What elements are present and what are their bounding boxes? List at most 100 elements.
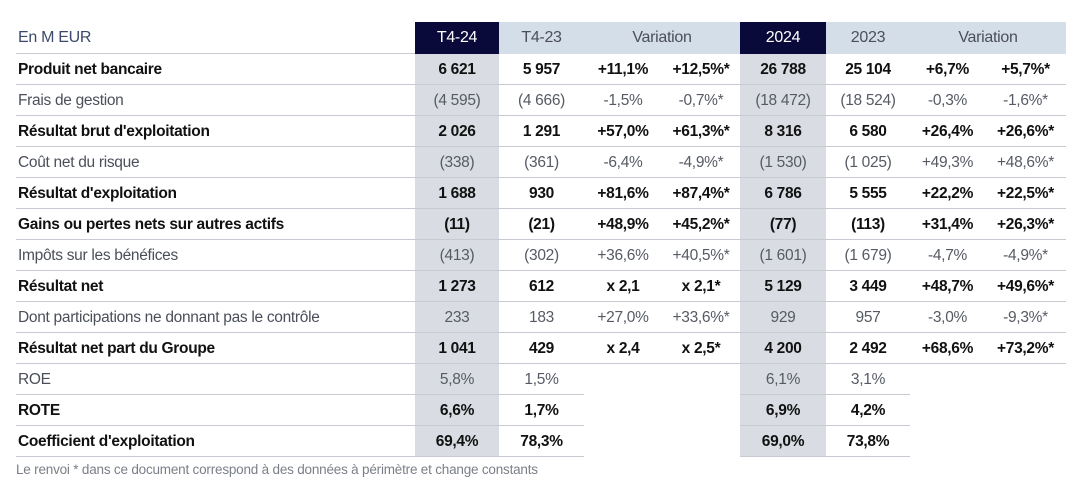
value-q4-2023: 1 291: [522, 122, 561, 140]
value-2023: 957: [855, 308, 881, 326]
variation-year: +31,4%: [921, 215, 974, 233]
value-q4-2024: 5,8%: [415, 364, 499, 395]
variation-quarter-constant: +33,6%*: [672, 308, 730, 326]
ratio-row: Coefficient d'exploitation 69,4% 78,3% 69,0…: [16, 426, 1066, 457]
variation-quarter: +48,9%: [597, 215, 649, 233]
footnote: Le renvoi * dans ce document correspond …: [16, 462, 538, 477]
value-2023: (1 679): [844, 246, 892, 264]
value-q4-2023: (21): [528, 215, 555, 233]
value-2024: 5 129: [740, 271, 826, 302]
row-label: Frais de gestion: [18, 91, 124, 109]
variation-quarter: +81,6%: [597, 184, 649, 202]
value-2024: (1 601): [740, 240, 826, 271]
value-q4-2023: 612: [529, 277, 554, 295]
empty-cell: [662, 426, 740, 457]
value-2023: 3,1%: [850, 370, 886, 388]
empty-cell: [662, 364, 740, 395]
variation-year-constant: -9,3%*: [1003, 308, 1048, 326]
value-q4-2023: 78,3%: [520, 432, 563, 450]
variation-quarter: -6,4%: [603, 153, 643, 171]
value-q4-2023: (361): [524, 153, 559, 171]
row-divider: [16, 239, 1066, 240]
row-label: Produit net bancaire: [18, 60, 162, 78]
value-2024: 4 200: [740, 333, 826, 364]
value-2023: 5 555: [849, 184, 887, 202]
table-row: Résultat net part du Groupe 1 041 429 x 2,4…: [16, 333, 1066, 364]
variation-quarter-constant: x 2,1*: [681, 277, 721, 295]
table-row: Résultat brut d'exploitation 2 026 1 291 +5…: [16, 116, 1066, 147]
variation-year-constant: -4,9%*: [1003, 246, 1048, 264]
value-2024: 6,1%: [740, 364, 826, 395]
value-q4-2024: (338): [415, 147, 499, 178]
variation-quarter: -1,5%: [603, 91, 643, 109]
value-q4-2024: 1 041: [415, 333, 499, 364]
row-label: ROTE: [18, 401, 60, 419]
value-q4-2024: (413): [415, 240, 499, 271]
variation-quarter: +57,0%: [597, 122, 649, 140]
value-2024: (18 472): [740, 85, 826, 116]
row-divider: [740, 425, 910, 426]
row-divider: [16, 270, 1066, 271]
table-row: Résultat d'exploitation 1 688 930 +81,6% +87…: [16, 178, 1066, 209]
variation-year: +6,7%: [926, 60, 969, 78]
value-q4-2023: 1,7%: [524, 401, 559, 419]
row-divider: [16, 53, 415, 54]
value-2024: 929: [740, 302, 826, 333]
value-q4-2023: 183: [529, 308, 554, 326]
row-divider: [16, 363, 1066, 364]
value-2024: 69,0%: [740, 426, 826, 457]
value-2024: 6 786: [740, 178, 826, 209]
row-divider: [16, 394, 584, 395]
variation-year: +26,4%: [921, 122, 974, 140]
row-label: Coût net du risque: [18, 153, 140, 171]
col-header-q4-2023: T4-23: [499, 22, 584, 54]
row-label: Résultat d'exploitation: [18, 184, 177, 202]
variation-quarter: +36,6%: [597, 246, 649, 264]
value-q4-2024: 6,6%: [415, 395, 499, 426]
value-2023: 4,2%: [850, 401, 886, 419]
table-row: Dont participations ne donnant pas le co…: [16, 302, 1066, 333]
table-header-row: En M EUR T4-24 T4-23 Variation 2024 2023…: [16, 22, 1066, 54]
empty-cell: [584, 395, 662, 426]
variation-quarter: +11,1%: [597, 60, 649, 78]
row-label: Impôts sur les bénéfices: [18, 246, 178, 264]
table-row: Impôts sur les bénéfices (413) (302) +36,6%…: [16, 240, 1066, 271]
variation-quarter: +27,0%: [597, 308, 649, 326]
value-2023: (1 025): [844, 153, 892, 171]
financial-results-table: En M EUR T4-24 T4-23 Variation 2024 2023…: [16, 22, 1066, 457]
empty-cell: [584, 426, 662, 457]
value-q4-2023: 5 957: [522, 60, 561, 78]
row-label: Gains ou pertes nets sur autres actifs: [18, 215, 284, 233]
row-label: Résultat net part du Groupe: [18, 339, 215, 357]
variation-year: +48,7%: [921, 277, 974, 295]
table-row: Coût net du risque (338) (361) -6,4% -4,9%* (…: [16, 147, 1066, 178]
row-divider: [16, 208, 1066, 209]
variation-year-constant: +26,3%*: [997, 215, 1054, 233]
variation-year-constant: +22,5%*: [997, 184, 1054, 202]
col-header-year-variation: Variation: [910, 22, 1066, 54]
value-q4-2024: 233: [415, 302, 499, 333]
col-header-quarter-variation: Variation: [584, 22, 740, 54]
variation-quarter-constant: +87,4%*: [672, 184, 730, 202]
variation-quarter-constant: -0,7%*: [678, 91, 724, 109]
value-q4-2023: (302): [524, 246, 559, 264]
variation-year: -3,0%: [928, 308, 967, 326]
variation-year: -4,7%: [928, 246, 967, 264]
value-2023: 3 449: [849, 277, 887, 295]
variation-year: +49,3%: [921, 153, 974, 171]
row-divider: [16, 146, 1066, 147]
variation-year-constant: +73,2%*: [997, 339, 1054, 357]
variation-year: +68,6%: [921, 339, 974, 357]
variation-quarter-constant: +12,5%*: [672, 60, 730, 78]
variation-quarter: x 2,1: [606, 277, 640, 295]
row-label: Résultat net: [18, 277, 104, 295]
variation-year-constant: +26,6%*: [997, 122, 1054, 140]
row-label: ROE: [18, 370, 51, 388]
value-q4-2023: 930: [529, 184, 554, 202]
ratio-row: ROE 5,8% 1,5% 6,1% 3,1%: [16, 364, 1066, 395]
row-divider: [16, 177, 1066, 178]
value-2023: (113): [851, 215, 885, 233]
row-divider: [740, 456, 910, 457]
value-q4-2024: 1 273: [415, 271, 499, 302]
value-q4-2024: 1 688: [415, 178, 499, 209]
